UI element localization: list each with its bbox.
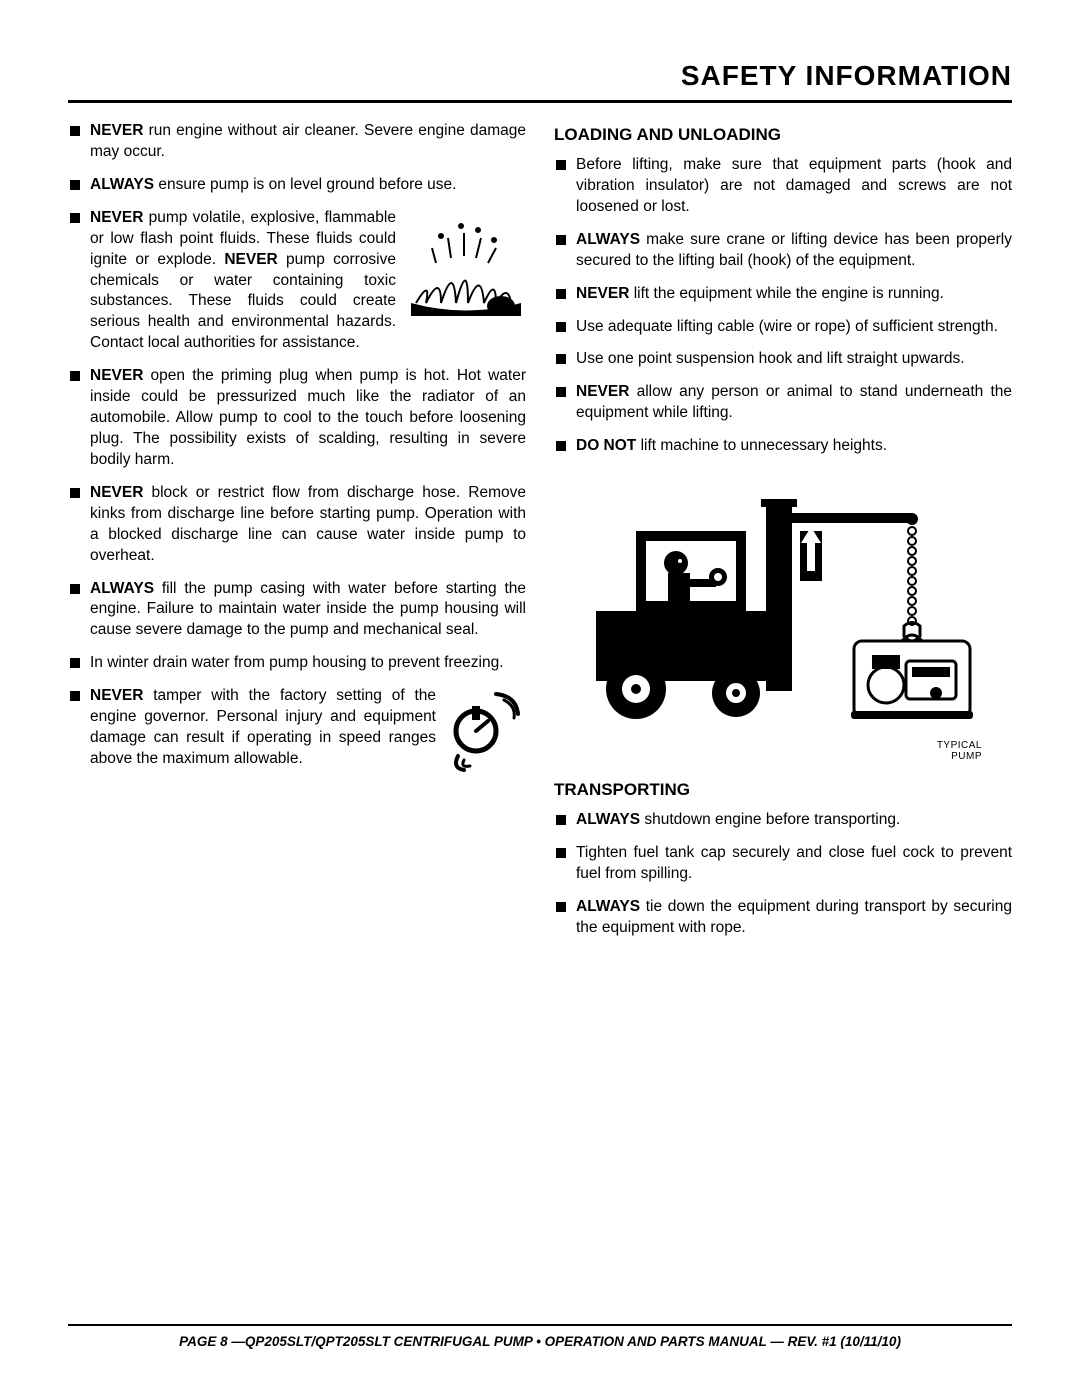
loading-heading: LOADING AND UNLOADING <box>554 125 1012 145</box>
left-bullet-list: NEVER run engine without air cleaner. Se… <box>68 121 526 776</box>
bullet-item: In winter drain water from pump housing … <box>68 653 526 674</box>
bullet-item: NEVER tamper with the factory setting of… <box>68 686 526 776</box>
bullet-item: NEVER run engine without air cleaner. Se… <box>68 121 526 163</box>
forklift-figure: TYPICAL PUMP <box>576 471 1012 762</box>
keyword: NEVER <box>576 285 629 302</box>
bullet-item: NEVER open the priming plug when pump is… <box>68 366 526 471</box>
keyword: ALWAYS <box>90 580 154 597</box>
bullet-item: Use adequate lifting cable (wire or rope… <box>554 317 1012 338</box>
bullet-item: ALWAYS ensure pump is on level ground be… <box>68 175 526 196</box>
bullet-item: NEVER allow any person or animal to stan… <box>554 382 1012 424</box>
keyword: NEVER <box>90 367 143 384</box>
transporting-bullet-list: ALWAYS shutdown engine before transporti… <box>554 810 1012 939</box>
keyword: NEVER <box>576 383 629 400</box>
page-footer: PAGE 8 —QP205SLT/QPT205SLT CENTRIFUGAL P… <box>68 1324 1012 1349</box>
content-columns: NEVER run engine without air cleaner. Se… <box>68 121 1012 951</box>
keyword: ALWAYS <box>576 811 640 828</box>
keyword: ALWAYS <box>576 898 640 915</box>
keyword: NEVER <box>90 209 143 226</box>
bullet-item: ALWAYS shutdown engine before transporti… <box>554 810 1012 831</box>
bullet-item: Tighten fuel tank cap securely and close… <box>554 843 1012 885</box>
bullet-item: NEVER lift the equipment while the engin… <box>554 284 1012 305</box>
explosion-icon <box>406 208 526 318</box>
bullet-item: ALWAYS tie down the equipment during tra… <box>554 897 1012 939</box>
keyword: NEVER <box>224 251 277 268</box>
right-column: LOADING AND UNLOADING Before lifting, ma… <box>554 121 1012 951</box>
keyword: ALWAYS <box>576 231 640 248</box>
page-title: SAFETY INFORMATION <box>68 60 1012 103</box>
caption-line2: PUMP <box>951 751 982 762</box>
bullet-item: NEVER block or restrict flow from discha… <box>68 483 526 567</box>
caption-line1: TYPICAL <box>937 740 982 751</box>
keyword: NEVER <box>90 687 143 704</box>
bullet-item: ALWAYS fill the pump casing with water b… <box>68 579 526 642</box>
bullet-item: Use one point suspension hook and lift s… <box>554 349 1012 370</box>
keyword: NEVER <box>90 122 143 139</box>
forklift-illustration-icon <box>576 471 976 741</box>
keyword: ALWAYS <box>90 176 154 193</box>
keyword: NEVER <box>90 484 143 501</box>
left-column: NEVER run engine without air cleaner. Se… <box>68 121 526 951</box>
forklift-caption: TYPICAL PUMP <box>576 740 1012 762</box>
keyword: DO NOT <box>576 437 636 454</box>
bullet-item: Before lifting, make sure that equipment… <box>554 155 1012 218</box>
bullet-item: NEVER pump volatile, explosive, flammabl… <box>68 208 526 354</box>
transporting-heading: TRANSPORTING <box>554 780 1012 800</box>
governor-icon <box>446 686 526 776</box>
loading-bullet-list: Before lifting, make sure that equipment… <box>554 155 1012 457</box>
bullet-item: ALWAYS make sure crane or lifting device… <box>554 230 1012 272</box>
bullet-item: DO NOT lift machine to unnecessary heigh… <box>554 436 1012 457</box>
